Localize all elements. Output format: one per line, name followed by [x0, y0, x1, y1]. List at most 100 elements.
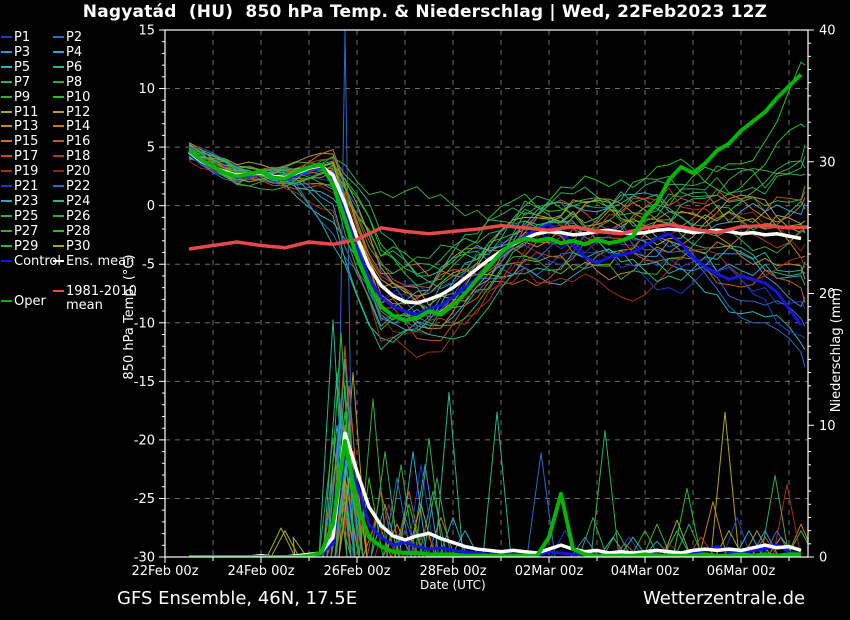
member-precip-line-P8: [189, 437, 805, 557]
legend-item-p20-label: P20: [66, 164, 91, 180]
legend: P1 P2 P3 P4 P5 P6 P7 P8 P9 P10 P11 P12 P13 P14 P15 P16 P…: [0, 0, 160, 320]
control-precip-line: [189, 450, 802, 557]
member-precip-line-P25: [189, 451, 805, 557]
member-precip-line-P29: [189, 424, 805, 557]
left-tick-label: 10: [138, 82, 155, 97]
legend-item-p7-swatch: [1, 80, 12, 83]
legend-item-p27: P27: [1, 225, 38, 238]
member-precip-line-P27: [189, 398, 805, 557]
legend-item-p4-label: P4: [66, 44, 83, 60]
legend-item-p2-label: P2: [66, 30, 83, 45]
legend-item-p14-label: P14: [66, 119, 91, 135]
legend-item-oper: Oper: [1, 295, 46, 308]
member-temp-line-P10: [188, 61, 806, 271]
member-precip-line-P30: [189, 451, 805, 557]
legend-item-p5-swatch: [1, 65, 12, 68]
legend-item-control-swatch: [1, 260, 12, 262]
member-temp-line-P29: [188, 147, 806, 321]
legend-item-p3-label: P3: [14, 44, 31, 60]
member-temp-line-P6: [188, 144, 806, 343]
legend-item-p23: P23: [1, 195, 38, 208]
legend-item-p21: P21: [1, 180, 38, 193]
legend-item-p6-label: P6: [66, 59, 83, 75]
legend-item-p28: P28: [53, 225, 90, 238]
legend-item-p9-label: P9: [14, 89, 31, 105]
legend-item-p15-swatch: [1, 140, 12, 143]
legend-item-p18-label: P18: [66, 149, 91, 165]
legend-item-p17-swatch: [1, 155, 12, 158]
legend-item-p12: P12: [53, 106, 90, 119]
legend-item-p18-swatch: [53, 155, 64, 158]
member-precip-line-P11: [189, 411, 805, 557]
legend-item-p1-swatch: [1, 36, 12, 38]
left-axis-title: 850 hPa Temp. (°C): [122, 254, 137, 379]
member-temp-line-P22: [188, 154, 806, 368]
left-tick-label: -15: [134, 375, 155, 390]
legend-item-p4: P4: [53, 46, 82, 59]
legend-item-p14-swatch: [53, 125, 64, 128]
member-precip-line-P6: [189, 319, 805, 557]
legend-item-p11-swatch: [1, 110, 12, 113]
legend-item-p28-swatch: [53, 229, 64, 232]
legend-item-p27-swatch: [1, 229, 12, 232]
left-tick-label: 5: [147, 141, 155, 156]
x-tick-label: 26Feb 00z: [323, 564, 390, 579]
legend-item-p12-label: P12: [66, 104, 91, 120]
legend-item-p14: P14: [53, 120, 90, 133]
right-tick-label: 10: [819, 419, 836, 434]
legend-item-p5: P5: [1, 61, 30, 74]
chart-title: Nagyatád (HU) 850 hPa Temp. & Niederschl…: [82, 2, 768, 22]
legend-item-p7-label: P7: [14, 74, 31, 90]
right-axis-title: Niederschlag (mm): [829, 288, 844, 413]
legend-item-p10: P10: [53, 91, 90, 104]
legend-item-p1-label: P1: [14, 30, 31, 45]
left-tick-label: 0: [147, 199, 155, 214]
legend-item-p26-label: P26: [66, 208, 91, 224]
legend-item-p29-swatch: [1, 244, 12, 247]
legend-item-p13-label: P13: [14, 119, 39, 135]
legend-item-p19-swatch: [1, 170, 12, 173]
axes: 15 10 5 0 -5 -10 -15 -20 -25 -30 40 30 20 10 0 22Feb 00…: [131, 24, 835, 580]
legend-item-p18: P18: [53, 150, 90, 163]
x-tick-label: 06Mar 00z: [707, 564, 776, 579]
series-group: [187, 30, 808, 557]
legend-item-p22-label: P22: [66, 179, 91, 194]
x-tick-label: 22Feb 00z: [131, 564, 198, 579]
site-label: Wetterzentrale.de: [643, 588, 806, 609]
legend-item-p24: P24: [53, 195, 90, 208]
member-temp-line-P9: [188, 156, 806, 232]
legend-item-p22: P22: [53, 180, 90, 193]
legend-item-p10-swatch: [53, 95, 64, 98]
legend-item-control-label: Control: [14, 254, 61, 269]
legend-item-p11: P11: [1, 106, 38, 119]
legend-item-p26-swatch: [53, 214, 64, 217]
legend-item-p30-swatch: [53, 244, 64, 247]
legend-item-p13: P13: [1, 120, 38, 133]
legend-item-p16: P16: [53, 135, 90, 148]
left-tick-label: -25: [134, 492, 155, 507]
x-tick-label: 02Mar 00z: [515, 564, 584, 579]
member-temp-line-P28: [188, 123, 806, 286]
legend-item-ens-mean-swatch: [53, 260, 64, 262]
legend-item-p17: P17: [1, 150, 38, 163]
legend-item-p15: P15: [1, 135, 38, 148]
legend-item-p7: P7: [1, 76, 30, 89]
climate-mean-line: [188, 222, 808, 251]
left-tick-label: -10: [134, 316, 155, 331]
member-temp-line-P19: [188, 149, 806, 359]
legend-item-p19-label: P19: [14, 164, 39, 180]
legend-item-p30: P30: [53, 240, 90, 253]
legend-item-climate-swatch: [53, 290, 64, 292]
legend-item-p3: P3: [1, 46, 30, 59]
left-tick-label: -5: [142, 258, 155, 273]
legend-item-p9-swatch: [1, 95, 12, 98]
legend-item-p11-label: P11: [14, 104, 39, 120]
legend-item-ens-mean-label: Ens. mean: [66, 254, 135, 269]
legend-item-p10-label: P10: [66, 89, 91, 105]
legend-item-p6-swatch: [53, 65, 64, 68]
legend-item-p2-swatch: [53, 36, 64, 38]
legend-item-p6: P6: [53, 61, 82, 74]
legend-item-p26: P26: [53, 210, 90, 223]
legend-item-p9: P9: [1, 91, 30, 104]
